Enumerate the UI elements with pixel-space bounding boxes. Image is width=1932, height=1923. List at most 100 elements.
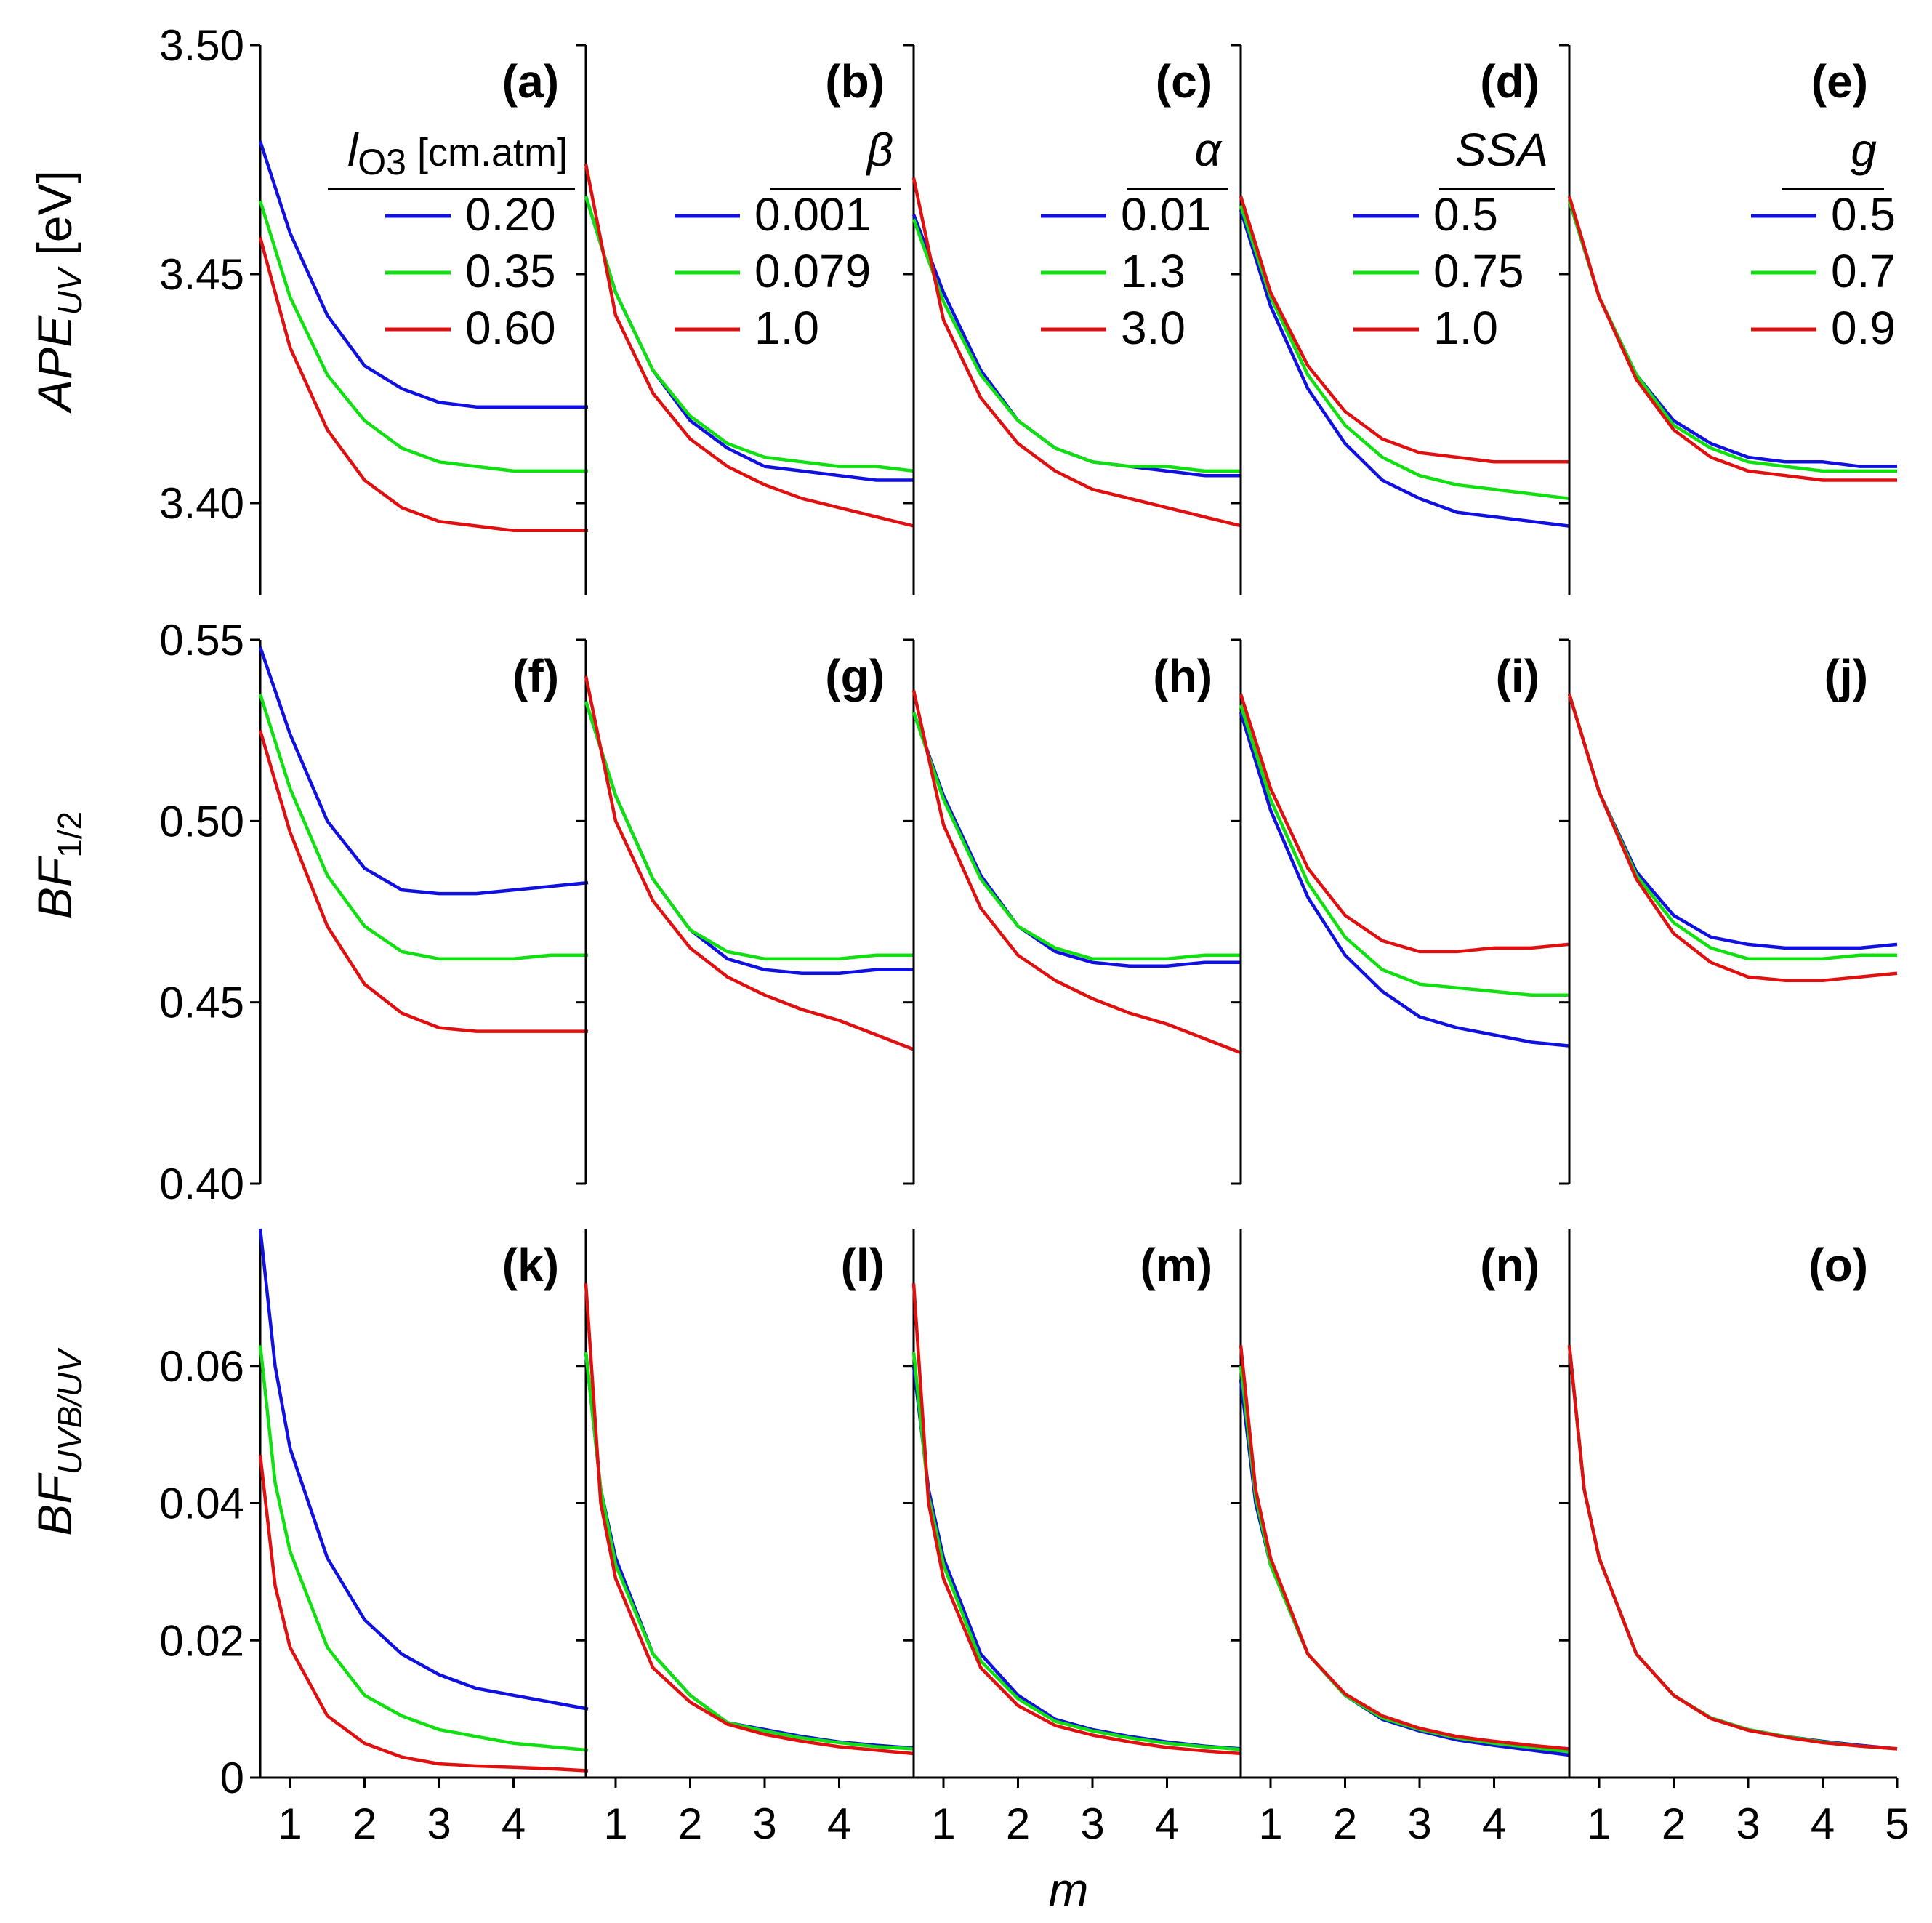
panel-c: (c) α 0.011.33.0 (903, 44, 1242, 595)
panel-label: (f) (512, 650, 559, 702)
series-line-red (258, 730, 588, 1033)
panel-label: (j) (1824, 650, 1868, 702)
series-line-red (1239, 1345, 1569, 1751)
panel-label: (c) (1156, 55, 1212, 108)
x-tick-label: 1 (278, 1799, 302, 1848)
panel-label: (a) (502, 55, 559, 108)
x-tick-label: 1 (603, 1799, 627, 1848)
legend-entry: 3.0 (1121, 302, 1186, 354)
series-line-blue (1239, 712, 1569, 1048)
series-line-green (584, 701, 914, 961)
legend-title: α (1195, 124, 1223, 176)
legend-entry: 1.0 (754, 302, 819, 354)
row-3-y-label: BFUVB/UV (28, 1347, 89, 1536)
y-tick-label: 0.02 (159, 1616, 244, 1665)
series-line-blue (1239, 209, 1569, 528)
panel-label: (l) (841, 1239, 885, 1291)
row-2-y-label: BF1/2 (28, 811, 89, 919)
panel-label: (o) (1808, 1239, 1868, 1291)
series-line-red (1567, 1345, 1898, 1751)
x-tick-label: 2 (678, 1799, 702, 1848)
y-tick-label: 0.50 (159, 797, 244, 846)
series-line-green (911, 711, 1241, 961)
y-tick-label: 3.45 (159, 250, 244, 299)
series-line-green (911, 218, 1241, 473)
y-tick-label: 0 (220, 1754, 244, 1802)
x-tick-label: 1 (1258, 1799, 1282, 1848)
x-tick-label: 3 (1080, 1799, 1104, 1848)
x-tick-label: 2 (1662, 1799, 1686, 1848)
y-tick-label: 0.06 (159, 1342, 244, 1391)
x-tick-label: 4 (1811, 1799, 1835, 1848)
series-line-green (1239, 704, 1569, 997)
legend-entry: 0.01 (1121, 188, 1212, 241)
panel-label: (d) (1480, 55, 1539, 108)
series-line-green (911, 1352, 1242, 1751)
panel-l: 1 2 3 4 (l) (576, 1229, 914, 1848)
x-tick-label: 2 (1006, 1799, 1030, 1848)
legend-entry: 0.35 (465, 245, 556, 297)
panel-label: (h) (1153, 650, 1212, 702)
panel-j: (j) (1559, 638, 1898, 1185)
panel-n: 1 2 3 4 (n) (1231, 1229, 1569, 1848)
series-line-blue (258, 140, 588, 409)
series-line-blue (911, 214, 1241, 478)
series-line-red (1239, 694, 1569, 954)
series-line-red (584, 164, 914, 528)
panel-label: (n) (1480, 1239, 1539, 1291)
series-line-green (1567, 694, 1897, 961)
y-tick-label: 0.45 (159, 979, 244, 1027)
legend-entry: 0.5 (1831, 188, 1896, 241)
panel-o: 1 2 3 4 5 (o) (1559, 1229, 1909, 1848)
x-tick-label: 4 (502, 1799, 526, 1848)
panel-m: 1 2 3 4 (m) (903, 1229, 1242, 1848)
panel-i: (i) (1231, 638, 1569, 1185)
series-line-red (911, 690, 1242, 1055)
y-tick-label: 0.55 (159, 616, 244, 665)
panel-label: (b) (825, 55, 885, 108)
x-tick-label: 1 (931, 1799, 955, 1848)
series-line-red (911, 177, 1242, 528)
x-tick-label: 3 (1736, 1799, 1760, 1848)
series-line-red (1239, 196, 1569, 464)
legend-entry: 0.001 (754, 188, 871, 241)
x-tick-label: 4 (1482, 1799, 1506, 1848)
series-line-green (584, 196, 914, 473)
series-line-blue (1567, 694, 1898, 950)
panel-label: (g) (825, 650, 885, 702)
panel-label: (m) (1140, 1239, 1212, 1291)
series-line-red (258, 237, 588, 533)
panel-f: 0.40 0.45 0.50 0.55 (f) (159, 616, 589, 1208)
series-line-green (258, 1345, 589, 1752)
series-line-red (1567, 694, 1898, 982)
series-line-blue (911, 1365, 1242, 1751)
legend-entry: 0.20 (465, 188, 556, 241)
legend-entry: 0.079 (754, 245, 871, 297)
panel-label: (i) (1496, 650, 1539, 702)
legend-entry: 0.75 (1433, 245, 1524, 297)
series-line-green (258, 694, 588, 961)
series-line-red (258, 1455, 589, 1773)
legend-title: g (1851, 124, 1877, 176)
panel-g: (g) (576, 638, 914, 1185)
legend-title: SSA (1455, 124, 1548, 176)
panel-label: (e) (1811, 55, 1868, 108)
x-tick-label: 4 (1155, 1799, 1179, 1848)
legend-title: lO3 [cm.atm] (347, 124, 568, 182)
series-line-green (1239, 1365, 1569, 1754)
panel-h: (h) (903, 638, 1242, 1185)
series-line-green (258, 200, 588, 473)
series-line-red (584, 1283, 914, 1756)
row-y-labels: APEUV [eV] BF1/2 BFUVB/UV (28, 170, 89, 1536)
legend-entry: 0.7 (1831, 245, 1896, 297)
y-tick-label: 3.40 (159, 479, 244, 528)
x-tick-label: 1 (1587, 1799, 1611, 1848)
panel-label: (k) (502, 1239, 559, 1291)
panel-a: 3.40 3.45 3.50 (a) lO3 [cm.atm] 0.200.350.60 (159, 21, 588, 595)
x-tick-label: 3 (752, 1799, 776, 1848)
series-line-green (584, 1352, 914, 1751)
legend-entry: 0.60 (465, 302, 556, 354)
legend-entry: 0.9 (1831, 302, 1896, 354)
x-tick-label: 2 (353, 1799, 377, 1848)
x-tick-label: 2 (1333, 1799, 1357, 1848)
